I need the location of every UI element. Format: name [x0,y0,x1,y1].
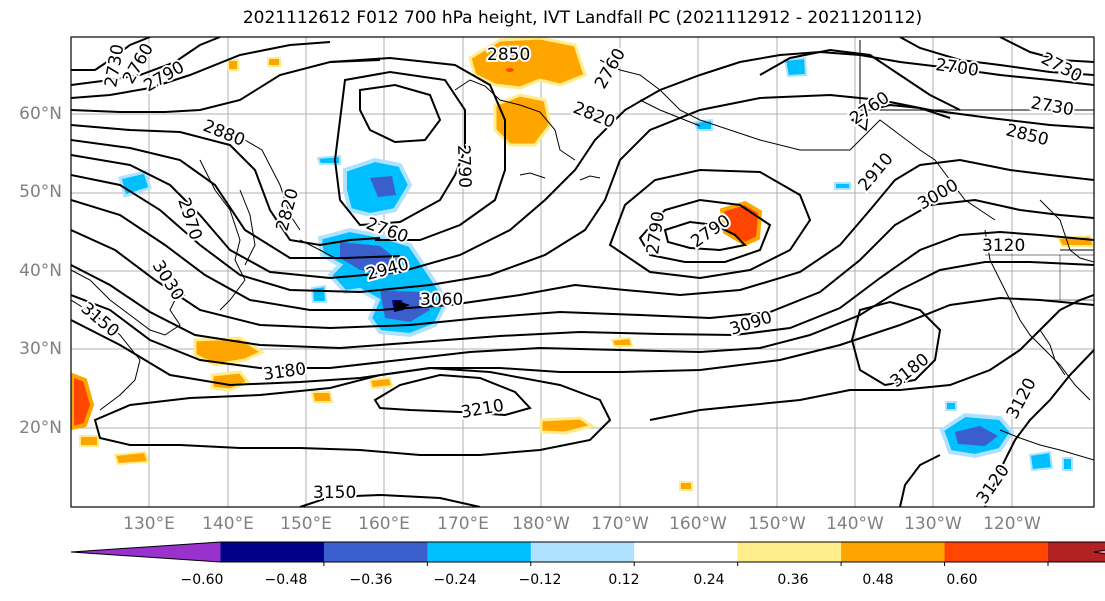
low-marker [395,300,410,312]
lon-label: 120°W [983,514,1041,534]
colorbar-bin [530,542,635,562]
colorbar-outline [70,541,1105,563]
contour-label: 2790 [643,210,669,256]
lon-label: 130°W [904,514,962,534]
colorbar-tick-label: −0.12 [518,572,562,588]
colorbar-tick-label: −0.24 [433,572,477,588]
colorbar-bin [944,542,1049,562]
low-marker [850,110,869,132]
colorbar-extend-min [71,542,221,562]
contour-label: 3060 [420,290,463,310]
lon-label: 130°E [123,514,175,534]
map-frame [70,36,1095,508]
height-contours [71,37,1094,507]
lon-label: 160°W [669,514,727,534]
lat-label: 40°N [19,261,62,281]
colorbar-tick-label: 0.12 [608,572,640,588]
coastlines [71,40,1094,461]
colorbar-tick-label: −0.36 [349,572,393,588]
ivt-shading [71,37,1094,491]
lon-label: 140°E [202,514,254,534]
lon-label: 170°W [591,514,649,534]
colorbar-tick-label: −0.48 [264,572,308,588]
colorbar-bin [737,542,842,562]
contour-label: 2850 [487,45,530,65]
colorbar-tick-label: −0.60 [180,572,224,588]
lon-label: 170°E [437,514,489,534]
colorbar [70,541,1105,566]
colorbar-bin [1048,542,1105,562]
lat-label: 20°N [19,418,62,438]
colorbar-bin [841,542,946,562]
contour-label: 3150 [313,483,356,503]
colorbar-bin [323,542,428,562]
lon-label: 160°E [358,514,410,534]
colorbar-tick-label: 0.48 [862,572,894,588]
colorbar-tick-label: 0.60 [946,572,978,588]
map-title: 2021112612 F012 700 hPa height, IVT Land… [242,8,923,28]
lon-label: 150°W [748,514,806,534]
colorbar-bin [220,542,325,562]
lon-label: 150°E [280,514,332,534]
lat-label: 50°N [19,182,62,202]
lat-label: 30°N [19,339,62,359]
contour-label: 2790 [453,144,474,188]
colorbar-bin [427,542,532,562]
lon-label: 140°W [826,514,884,534]
lat-label: 60°N [19,104,62,124]
colorbar-tick-label: 0.36 [777,572,809,588]
colorbar-tick-label: 0.24 [693,572,725,588]
colorbar-bin [634,542,739,562]
contour-label: 3120 [982,236,1025,256]
lon-label: 180°W [512,514,570,534]
